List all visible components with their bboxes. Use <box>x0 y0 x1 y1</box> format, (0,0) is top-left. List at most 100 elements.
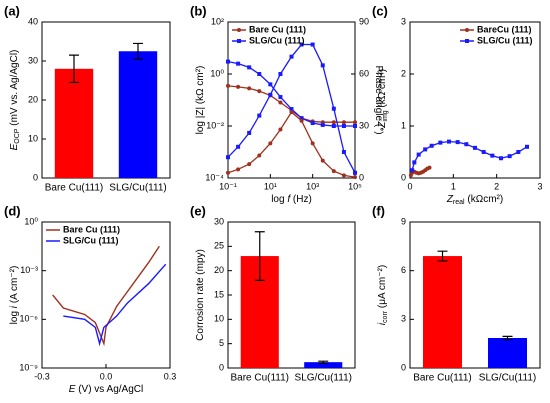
marker <box>247 86 252 91</box>
x-tick-label: Bare Cu(111) <box>413 373 472 384</box>
marker <box>268 82 273 87</box>
label-part: log |Z| (kΩ cm²) <box>195 66 206 135</box>
legend-marker <box>237 39 241 43</box>
axis-label: icorr (μA cm⁻²) <box>377 265 390 325</box>
series-line <box>411 140 528 171</box>
marker <box>427 165 432 170</box>
label-part: (Hz) <box>290 194 312 205</box>
x-tick-label: 10⁻¹ <box>219 181 237 191</box>
bar <box>488 337 527 368</box>
legend-label: Bare Cu (111) <box>63 224 120 234</box>
marker <box>320 158 325 163</box>
marker <box>320 63 325 68</box>
axis-label: Zreal (kΩcm²) <box>446 194 503 207</box>
y-tick-label: 10⁻³ <box>20 265 38 275</box>
y-tick-label: 0 <box>33 172 38 182</box>
legend-marker <box>465 39 469 43</box>
y-tick-label: 0 <box>219 362 224 372</box>
marker <box>236 167 241 172</box>
y-tick-label: 3 <box>401 16 406 26</box>
label-part: (mV vs. Ag/AgCl) <box>9 50 20 129</box>
label-part: corr <box>382 310 389 323</box>
y2-tick-label: 60 <box>359 68 369 78</box>
axis-label: Phase angle (°) <box>373 65 384 134</box>
marker <box>341 173 346 178</box>
marker <box>299 116 304 121</box>
label-part: -Z <box>377 121 388 131</box>
y-tick-label: 10⁻⁹ <box>19 362 38 372</box>
y-tick-label: 10⁰ <box>24 216 38 226</box>
marker <box>278 95 283 100</box>
label-part: (A cm⁻²) <box>9 266 20 306</box>
y-tick-label: 10⁻⁶ <box>20 314 39 324</box>
x-tick-label: SLG/Cu(111) <box>295 373 352 384</box>
marker <box>226 83 230 88</box>
bar <box>54 68 94 178</box>
y-tick-label: 40 <box>28 16 38 26</box>
x-tick-label: -0.3 <box>34 371 50 381</box>
marker <box>438 140 443 145</box>
marker <box>429 143 434 148</box>
axis-label: -Zimg (kΩ cm²) <box>377 69 390 131</box>
y-tick-label: 0 <box>401 362 406 372</box>
label-part: (kΩcm²) <box>465 194 504 205</box>
legend-label: SLG/Cu (111) <box>63 235 119 245</box>
error-bar <box>133 42 143 60</box>
label-part: (kΩ cm²) <box>377 69 388 110</box>
plot-frame <box>409 21 541 179</box>
marker <box>257 89 262 94</box>
label-part: (μA cm⁻²) <box>377 265 388 311</box>
x-tick-label: 10³ <box>306 181 319 191</box>
legend-label: SLG/Cu (111) <box>249 35 305 45</box>
axis-label: log i (A cm⁻²) <box>9 266 20 325</box>
x-tick-label: 10¹ <box>264 181 277 191</box>
error-bar <box>318 360 329 364</box>
marker <box>464 142 469 147</box>
y2-tick-label: 0 <box>359 172 364 182</box>
label-part: log <box>9 308 20 324</box>
legend-marker <box>465 28 469 32</box>
y-tick-label: 2 <box>401 68 406 78</box>
y-tick-label: 10⁻⁴ <box>205 172 224 182</box>
panel-title: (b) <box>190 3 207 18</box>
y-tick-label: 20 <box>214 265 224 275</box>
marker <box>278 100 283 105</box>
marker <box>423 147 428 152</box>
marker <box>516 150 521 154</box>
label-part: f <box>287 194 291 205</box>
label-part: OCP <box>14 128 21 144</box>
marker <box>341 124 346 128</box>
marker <box>341 150 346 154</box>
axis-label: E (V) vs Ag/AgCl <box>69 384 143 395</box>
y-tick-label: 10 <box>28 133 38 143</box>
error-bar <box>69 54 79 84</box>
panel-title: (f) <box>372 203 385 218</box>
marker <box>268 141 273 146</box>
marker <box>310 42 315 47</box>
y-tick-label: 3 <box>401 314 406 324</box>
marker <box>353 170 357 175</box>
marker <box>236 144 241 149</box>
y-tick-label: 25 <box>214 241 224 251</box>
x-tick-label: 10⁵ <box>348 181 362 191</box>
y-tick-label: 1 <box>401 120 406 130</box>
marker <box>331 169 336 174</box>
label-part: E <box>9 143 20 150</box>
y-tick-label: 10⁰ <box>210 68 224 78</box>
marker <box>473 145 477 150</box>
x-tick-label: 0 <box>407 181 412 191</box>
marker <box>289 54 294 59</box>
axis-label: log f (Hz) <box>271 194 312 205</box>
marker <box>226 155 230 160</box>
y-tick-label: 10² <box>211 16 224 26</box>
y-tick-label: 10 <box>214 314 224 324</box>
marker <box>257 153 262 158</box>
x-tick-label: Bare Cu(111) <box>45 183 104 194</box>
marker <box>525 144 529 149</box>
plot-frame <box>227 21 356 179</box>
x-tick-label: 1 <box>451 181 456 191</box>
panel-title: (d) <box>4 203 21 218</box>
label-part: Phase angle (°) <box>373 65 384 134</box>
marker <box>247 162 252 167</box>
label-part: img <box>382 110 389 121</box>
